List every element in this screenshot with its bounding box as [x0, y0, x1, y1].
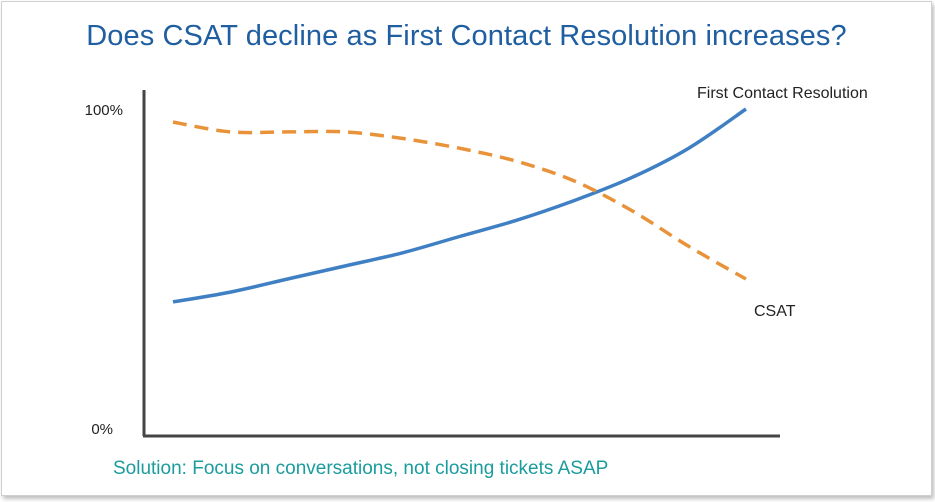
data-point-first-contact-resolution-3: [343, 264, 347, 268]
line-chart: 100% 0% First Contact Resolution CSAT: [85, 85, 868, 438]
series-line-csat: [172, 120, 747, 281]
series-label-first-contact-resolution: First Contact Resolution: [697, 85, 868, 102]
series-line-first-contact-resolution: [172, 107, 747, 304]
data-point-first-contact-resolution-10: [744, 107, 748, 111]
data-point-first-contact-resolution-5: [458, 235, 462, 239]
data-point-csat-4: [400, 136, 404, 140]
data-point-csat-1: [228, 130, 232, 134]
data-point-first-contact-resolution-4: [400, 251, 404, 255]
data-point-first-contact-resolution-9: [687, 146, 691, 150]
y-tick-label-0: 0%: [91, 421, 113, 438]
series-label-csat: CSAT: [754, 303, 796, 320]
y-tick-label-100: 100%: [85, 102, 123, 119]
data-point-csat-9: [687, 244, 691, 248]
data-point-first-contact-resolution-2: [286, 277, 290, 281]
data-point-csat-0: [171, 120, 175, 124]
data-point-csat-7: [572, 179, 576, 183]
data-point-csat-8: [629, 208, 633, 212]
data-point-csat-3: [343, 130, 347, 134]
chart-title: Does CSAT decline as First Contact Resol…: [86, 20, 847, 52]
data-point-first-contact-resolution-1: [228, 290, 232, 294]
data-point-first-contact-resolution-7: [572, 199, 576, 203]
data-point-first-contact-resolution-8: [629, 176, 633, 180]
solution-caption: Solution: Focus on conversations, not cl…: [113, 458, 609, 479]
data-point-first-contact-resolution-0: [171, 300, 175, 304]
data-point-first-contact-resolution-6: [515, 218, 519, 222]
data-point-csat-10: [744, 277, 748, 281]
data-point-csat-2: [286, 130, 290, 134]
data-point-csat-5: [458, 146, 462, 150]
data-point-csat-6: [515, 159, 519, 163]
series-layer: [171, 107, 748, 304]
